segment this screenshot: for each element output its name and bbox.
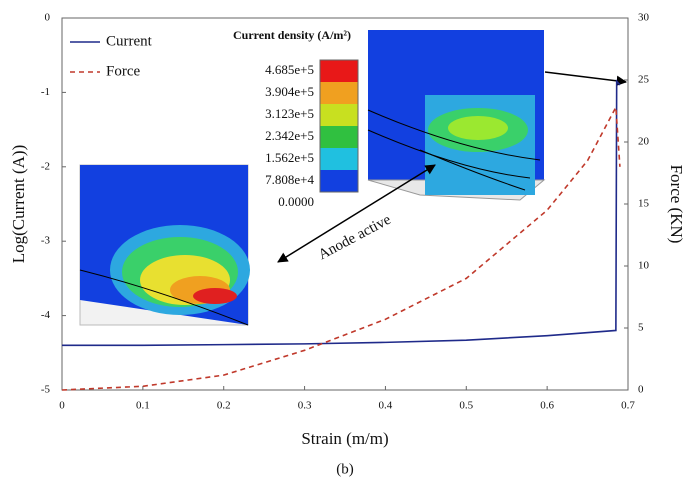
inset-title: Current density (A/m²) — [233, 28, 351, 42]
y2-tick-label: 10 — [638, 260, 650, 272]
chart: Anode active Current density (A/m²) Stra… — [0, 0, 691, 487]
x-tick-label: 0.2 — [217, 400, 231, 412]
y2-tick-label: 25 — [638, 74, 650, 86]
y2-tick-label: 30 — [638, 12, 650, 24]
y-tick-label: -4 — [41, 309, 51, 321]
colorbar-label: 1.562e+5 — [265, 150, 314, 165]
x-tick-label: 0.3 — [298, 400, 312, 412]
x-tick-label: 0.6 — [540, 400, 554, 412]
y-tick-label: -3 — [41, 235, 51, 247]
arrow — [545, 72, 626, 82]
y2-axis-title: Force (KN) — [667, 165, 686, 244]
x-axis-title: Strain (m/m) — [301, 429, 388, 448]
y-tick-label: 0 — [45, 12, 51, 24]
arrow-label: Anode active — [316, 212, 394, 264]
legend-label: Current — [106, 33, 153, 49]
colorbar-label: 2.342e+5 — [265, 128, 314, 143]
inset-left — [80, 165, 250, 325]
y-tick-label: -2 — [41, 160, 50, 172]
colorbar-label: 3.904e+5 — [265, 84, 314, 99]
x-tick-label: 0.4 — [379, 400, 393, 412]
colorbar-label: 0.0000 — [278, 194, 314, 209]
colorbar-label: 3.123e+5 — [265, 106, 314, 121]
colorbar — [320, 60, 358, 192]
colorbar-label: 7.808e+4 — [265, 172, 314, 187]
x-tick-label: 0.1 — [136, 400, 150, 412]
y2-tick-label: 20 — [638, 136, 650, 148]
x-tick-label: 0.5 — [459, 400, 473, 412]
colorbar-label: 4.685e+5 — [265, 62, 314, 77]
y2-tick-label: 0 — [638, 384, 644, 396]
y-tick-label: -1 — [41, 86, 50, 98]
y-tick-label: -5 — [41, 384, 51, 396]
y2-tick-label: 5 — [638, 322, 644, 334]
x-tick-label: 0.7 — [621, 400, 635, 412]
legend-label: Force — [106, 63, 140, 79]
caption: (b) — [336, 461, 354, 477]
inset-top-right — [368, 30, 544, 200]
x-tick-label: 0 — [59, 400, 65, 412]
y2-tick-label: 15 — [638, 198, 650, 210]
y-axis-title: Log(Current (A)) — [9, 145, 28, 264]
